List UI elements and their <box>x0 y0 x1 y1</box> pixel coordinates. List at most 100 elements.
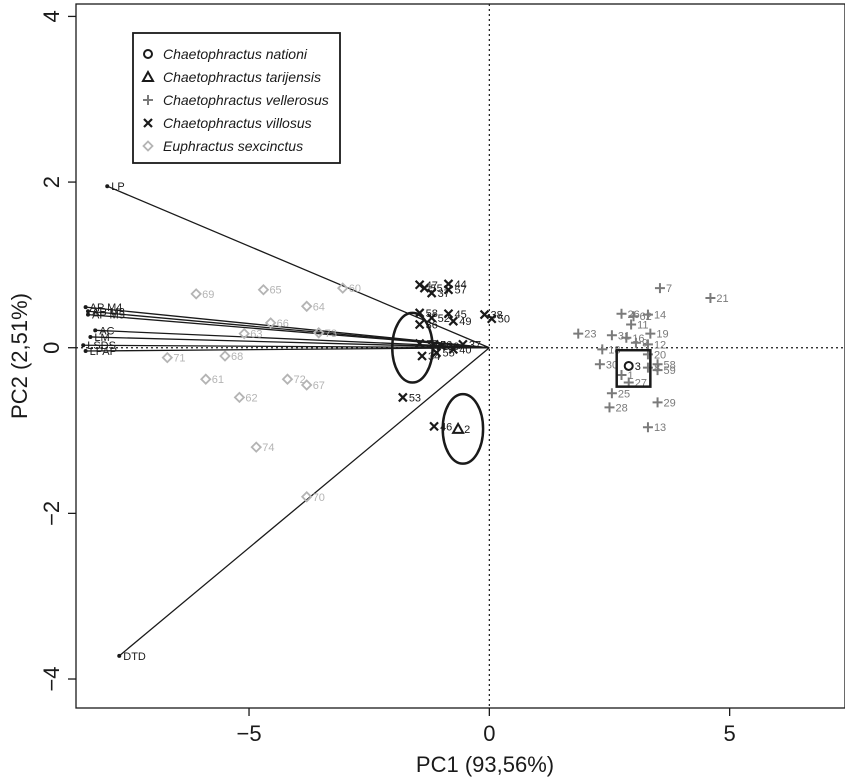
point-label: 12 <box>654 339 666 351</box>
data-point <box>448 344 459 355</box>
loading-vector-tip <box>86 312 91 317</box>
legend-marker <box>143 95 153 105</box>
legend-entry-label: Chaetophractus villosus <box>163 115 312 131</box>
point-label: 40 <box>459 344 471 356</box>
data-point <box>300 300 313 313</box>
legend-entry-label: Euphractus sexcinctus <box>163 138 303 154</box>
point-label: 68 <box>231 351 243 363</box>
data-point <box>161 351 174 364</box>
data-point <box>642 309 653 320</box>
data-point <box>626 319 637 330</box>
legend-entry-label: Chaetophractus vellerosus <box>163 92 329 108</box>
y-tick-label: −4 <box>39 666 64 691</box>
data-point <box>443 308 454 319</box>
loading-vector <box>83 344 490 349</box>
point-label: 71 <box>173 353 185 365</box>
point-label: 1 <box>628 370 634 382</box>
x-tick-label: −5 <box>236 721 261 746</box>
point-label: 3 <box>635 361 641 373</box>
data-point <box>414 338 425 349</box>
loading-label: LSDS <box>87 340 116 352</box>
point-label: 70 <box>313 492 325 504</box>
data-point <box>479 309 490 320</box>
data-point <box>573 328 584 339</box>
point-label: 72 <box>293 374 305 386</box>
point-label: 65 <box>269 285 281 297</box>
point-label: 64 <box>313 301 325 313</box>
point-label: 37 <box>469 339 481 351</box>
point-label: 13 <box>654 422 666 434</box>
loading-vector-tip <box>105 184 110 189</box>
loading-vector-tip <box>81 343 86 348</box>
highlight-circle <box>391 311 434 384</box>
point-label: 21 <box>716 293 728 305</box>
loading-vector-tip <box>86 309 91 314</box>
data-point <box>642 422 653 433</box>
data-point <box>219 350 231 362</box>
legend-marker <box>141 69 155 82</box>
point-label: 38 <box>491 310 503 322</box>
legend-marker <box>143 118 153 128</box>
point-label: 37 <box>438 288 450 300</box>
loading-vector-tip <box>83 305 88 310</box>
point-label: 62 <box>640 311 652 323</box>
loading-label: DTD <box>123 651 146 663</box>
point-label: 60 <box>349 283 361 295</box>
data-point <box>300 491 313 503</box>
legend-marker <box>143 49 153 59</box>
data-point <box>417 351 427 361</box>
plot-frame <box>75 3 845 709</box>
highlight-square <box>615 348 652 388</box>
loading-vector-tip <box>88 334 93 339</box>
data-point <box>630 337 641 348</box>
data-point <box>336 282 349 294</box>
series-circle: 3 <box>623 360 641 373</box>
point-label: 29 <box>664 397 676 409</box>
data-point <box>429 421 439 432</box>
point-label: 9 <box>642 338 648 350</box>
data-point <box>705 293 716 304</box>
data-point <box>199 373 212 385</box>
y-tick-label: 0 <box>39 342 64 354</box>
data-point <box>606 388 617 399</box>
highlight-shapes <box>391 311 652 465</box>
loading-vector-tip <box>83 349 88 354</box>
data-point <box>419 283 430 293</box>
data-point <box>451 421 465 434</box>
point-label: 25 <box>618 388 630 400</box>
point-label: 44 <box>454 279 466 291</box>
data-points: 3272126146211231931161291820305885912725… <box>161 279 729 504</box>
data-point <box>233 391 246 404</box>
data-point <box>654 283 665 294</box>
data-point <box>257 283 270 296</box>
data-point <box>652 365 663 376</box>
data-point <box>300 379 313 391</box>
point-label: 39 <box>447 341 459 353</box>
point-label: 11 <box>637 320 648 332</box>
point-label: 58 <box>426 308 438 320</box>
data-point <box>250 441 263 453</box>
point-label: 57 <box>454 285 466 297</box>
data-point <box>652 397 663 408</box>
data-point <box>594 359 605 370</box>
point-label: 49 <box>459 316 471 328</box>
point-label: 63 <box>250 329 262 341</box>
data-point <box>642 339 653 350</box>
data-point <box>486 313 497 324</box>
point-label: 23 <box>584 329 596 341</box>
series-triangle: 2 <box>451 421 470 436</box>
data-point <box>414 319 425 330</box>
y-tick-label: −2 <box>39 501 64 526</box>
point-label: 2 <box>464 424 470 436</box>
series-diamond: 69 65 60 64 66 63 73 71 68 61 72 67 62 74 70 <box>161 282 361 504</box>
point-label: 28 <box>615 402 627 414</box>
data-point <box>443 284 454 295</box>
point-label: 7 <box>666 283 672 295</box>
data-point <box>616 308 627 319</box>
loading-label: LM <box>94 332 109 344</box>
data-point <box>238 327 250 340</box>
point-label: 74 <box>262 442 274 454</box>
